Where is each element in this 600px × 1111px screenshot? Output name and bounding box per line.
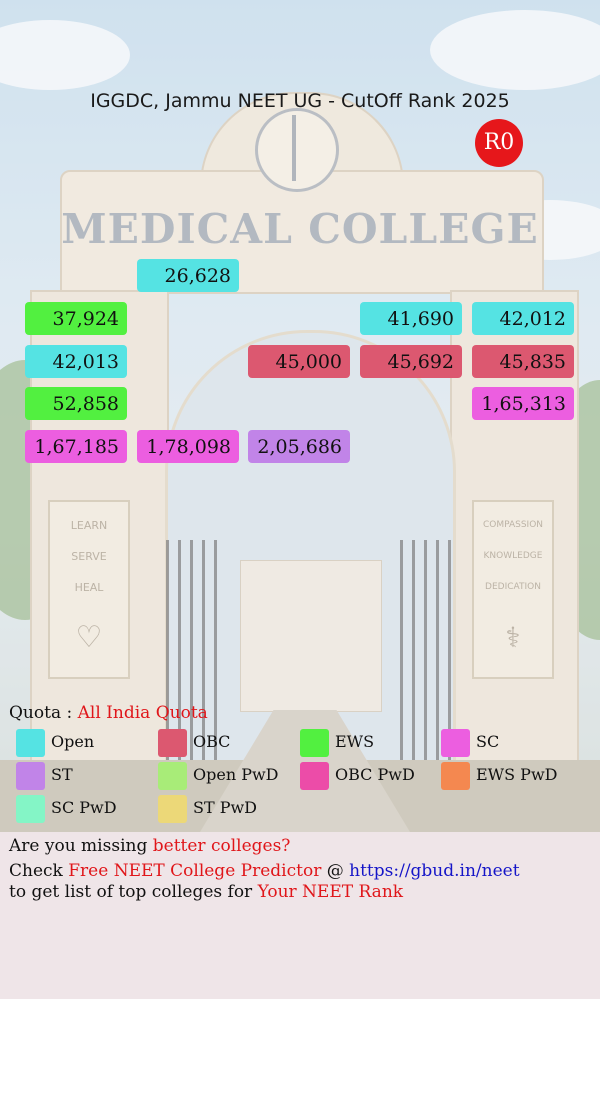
stethoscope-icon: ⚕ (505, 621, 521, 654)
plaque-word: KNOWLEDGE (483, 551, 543, 561)
legend-swatch (158, 762, 187, 790)
predictor-link-text: Free NEET College Predictor (68, 861, 322, 881)
promo-text: Check (9, 861, 69, 881)
round-badge: R0 (475, 119, 523, 167)
rank-chip: 45,835 (472, 345, 574, 378)
rank-chip: 1,78,098 (137, 430, 239, 463)
legend-label: EWS PwD (476, 765, 558, 784)
rank-chip: 2,05,686 (248, 430, 350, 463)
promo-line-1: Are you missing better colleges? (9, 836, 290, 856)
legend-swatch (441, 729, 470, 757)
quota-label: Quota : (9, 703, 73, 723)
legend-label: SC (476, 732, 500, 751)
rank-chip: 42,012 (472, 302, 574, 335)
plaque-word: HEAL (74, 581, 104, 594)
caduceus-icon (255, 108, 339, 192)
legend-swatch (16, 762, 45, 790)
promo-text: to get list of top colleges for (9, 882, 258, 902)
right-gate (400, 540, 458, 760)
promo-text: @ (321, 861, 350, 881)
plaque-word: DEDICATION (485, 582, 541, 592)
medical-college-sign: MEDICAL COLLEGE (61, 205, 539, 253)
legend-swatch (158, 729, 187, 757)
rank-chip: 42,013 (25, 345, 127, 378)
quota-value: All India Quota (77, 703, 208, 723)
promo-line-2: Check Free NEET College Predictor @ http… (9, 861, 520, 881)
promo-text: Are you missing (9, 836, 153, 856)
legend-label: SC PwD (51, 798, 117, 817)
left-gate (166, 540, 224, 760)
rank-chip: 1,65,313 (472, 387, 574, 420)
legend-label: ST (51, 765, 73, 784)
legend-swatch (16, 729, 45, 757)
rank-chip: 45,692 (360, 345, 462, 378)
legend-swatch (300, 729, 329, 757)
legend-label: Open (51, 732, 95, 751)
rank-chip: 1,67,185 (25, 430, 127, 463)
left-plaque: LEARN SERVE HEAL ♡ (48, 500, 130, 679)
legend-label: Open PwD (193, 765, 279, 784)
legend-label: EWS (335, 732, 375, 751)
promo-line-3: to get list of top colleges for Your NEE… (9, 882, 403, 902)
page-title: IGGDC, Jammu NEET UG - CutOff Rank 2025 (90, 90, 510, 112)
legend-label: ST PwD (193, 798, 258, 817)
quota-line: Quota : All India Quota (9, 703, 208, 723)
predictor-url-link[interactable]: https://gbud.in/neet (349, 861, 520, 881)
heart-icon: ♡ (75, 620, 103, 655)
rank-chip: 45,000 (248, 345, 350, 378)
rank-chip: 41,690 (360, 302, 462, 335)
legend-swatch (300, 762, 329, 790)
legend-label: OBC PwD (335, 765, 415, 784)
rank-chip: 37,924 (25, 302, 127, 335)
plaque-word: COMPASSION (482, 520, 544, 530)
rank-chip: 26,628 (137, 259, 239, 292)
legend-swatch (158, 795, 187, 823)
legend-swatch (16, 795, 45, 823)
rank-chip: 52,858 (25, 387, 127, 420)
legend-swatch (441, 762, 470, 790)
caduceus-staff (292, 115, 296, 181)
cloud (0, 20, 130, 90)
plaque-word: SERVE (71, 550, 107, 563)
legend-label: OBC (193, 732, 231, 751)
cloud (430, 10, 600, 90)
promo-highlight: Your NEET Rank (257, 882, 404, 902)
promo-footer: Are you missing better colleges? Check F… (0, 832, 600, 999)
plaque-word: LEARN (70, 519, 108, 532)
right-plaque: COMPASSION KNOWLEDGE DEDICATION ⚕ (472, 500, 554, 679)
promo-highlight: better colleges? (152, 836, 291, 856)
distant-building (240, 560, 382, 712)
